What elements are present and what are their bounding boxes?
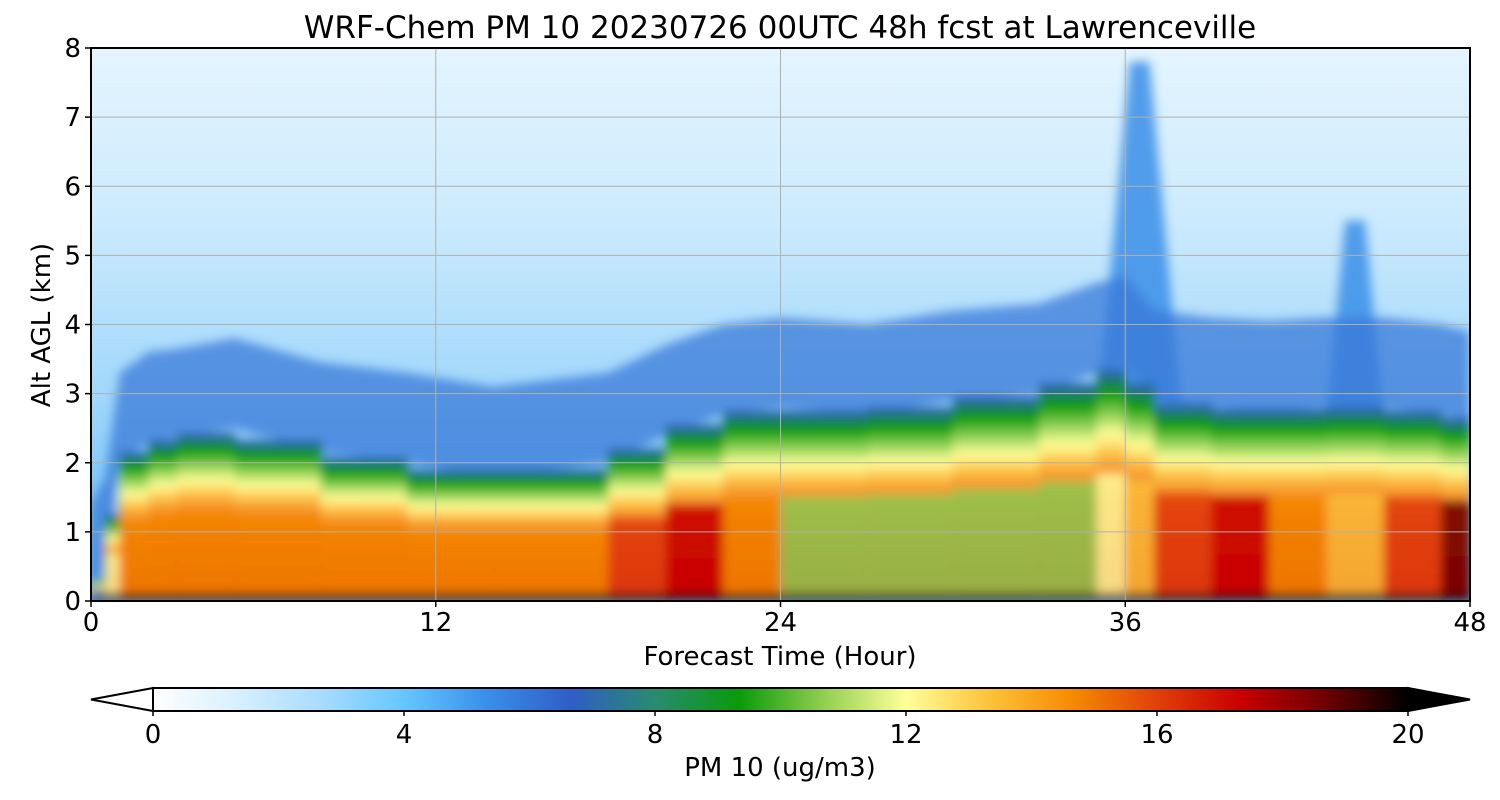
surface-layer-column bbox=[1383, 496, 1443, 601]
surface-layer-column bbox=[1153, 492, 1213, 601]
surface-layer-column bbox=[1125, 481, 1155, 601]
y-tick-label: 4 bbox=[64, 311, 81, 341]
surface-layer-column bbox=[1326, 494, 1385, 601]
surface-layer-column bbox=[1096, 473, 1127, 601]
x-axis-label: Forecast Time (Hour) bbox=[643, 642, 916, 672]
y-axis-ticks: 0 1 2 3 4 5 6 7 8 bbox=[64, 34, 91, 617]
surface-layer-column bbox=[1268, 495, 1328, 601]
surface-layer-column bbox=[723, 496, 782, 601]
surface-layer-column bbox=[780, 496, 868, 601]
colorbar-tick-label: 0 bbox=[145, 720, 162, 750]
surface-layer-column bbox=[1441, 500, 1470, 601]
surface-layer-column bbox=[148, 512, 179, 601]
surface-layer-column bbox=[866, 494, 954, 601]
surface-layer-column bbox=[1211, 495, 1270, 601]
colorbar-tick-label: 8 bbox=[647, 720, 664, 750]
surface-layer-column bbox=[407, 528, 495, 601]
y-tick-label: 7 bbox=[64, 103, 81, 133]
colorbar-extend-min bbox=[90, 686, 154, 713]
y-tick-label: 0 bbox=[64, 587, 81, 617]
colorbar-extend-max bbox=[1407, 686, 1471, 713]
colorbar-tick-label: 16 bbox=[1140, 720, 1173, 750]
surface-layer-column bbox=[493, 528, 610, 601]
x-tick-label: 48 bbox=[1453, 608, 1486, 638]
colorbar-tick-label: 4 bbox=[396, 720, 413, 750]
x-axis-ticks: 0 12 24 36 48 bbox=[83, 601, 1487, 638]
y-tick-label: 6 bbox=[64, 172, 81, 202]
surface-layer-column bbox=[234, 512, 322, 601]
colorbar: 0 4 8 12 16 20 bbox=[90, 686, 1471, 750]
colorbar-tick-label: 20 bbox=[1391, 720, 1424, 750]
surface-layer-column bbox=[119, 519, 150, 601]
colorbar-tick-label: 12 bbox=[889, 720, 922, 750]
x-tick-label: 0 bbox=[83, 608, 100, 638]
surface-layer-column bbox=[105, 553, 121, 601]
chart-title: WRF-Chem PM 10 20230726 00UTC 48h fcst a… bbox=[304, 10, 1256, 46]
y-tick-label: 1 bbox=[64, 518, 81, 548]
x-tick-label: 12 bbox=[419, 608, 452, 638]
surface-layer-column bbox=[177, 508, 236, 601]
y-tick-label: 8 bbox=[64, 34, 81, 64]
y-axis-label: Alt AGL (km) bbox=[27, 243, 57, 407]
surface-layer-column bbox=[665, 504, 725, 601]
colorbar-label: PM 10 (ug/m3) bbox=[684, 753, 876, 783]
colorbar-bar bbox=[152, 687, 1409, 712]
y-tick-label: 2 bbox=[64, 449, 81, 479]
y-tick-label: 3 bbox=[64, 380, 81, 410]
x-tick-label: 24 bbox=[764, 608, 797, 638]
surface-layer-column bbox=[608, 517, 667, 601]
surface-layer-column bbox=[952, 488, 1041, 601]
surface-layer-column bbox=[1039, 481, 1098, 601]
y-tick-label: 5 bbox=[64, 241, 81, 271]
x-tick-label: 36 bbox=[1109, 608, 1142, 638]
surface-layer-column bbox=[320, 522, 409, 601]
